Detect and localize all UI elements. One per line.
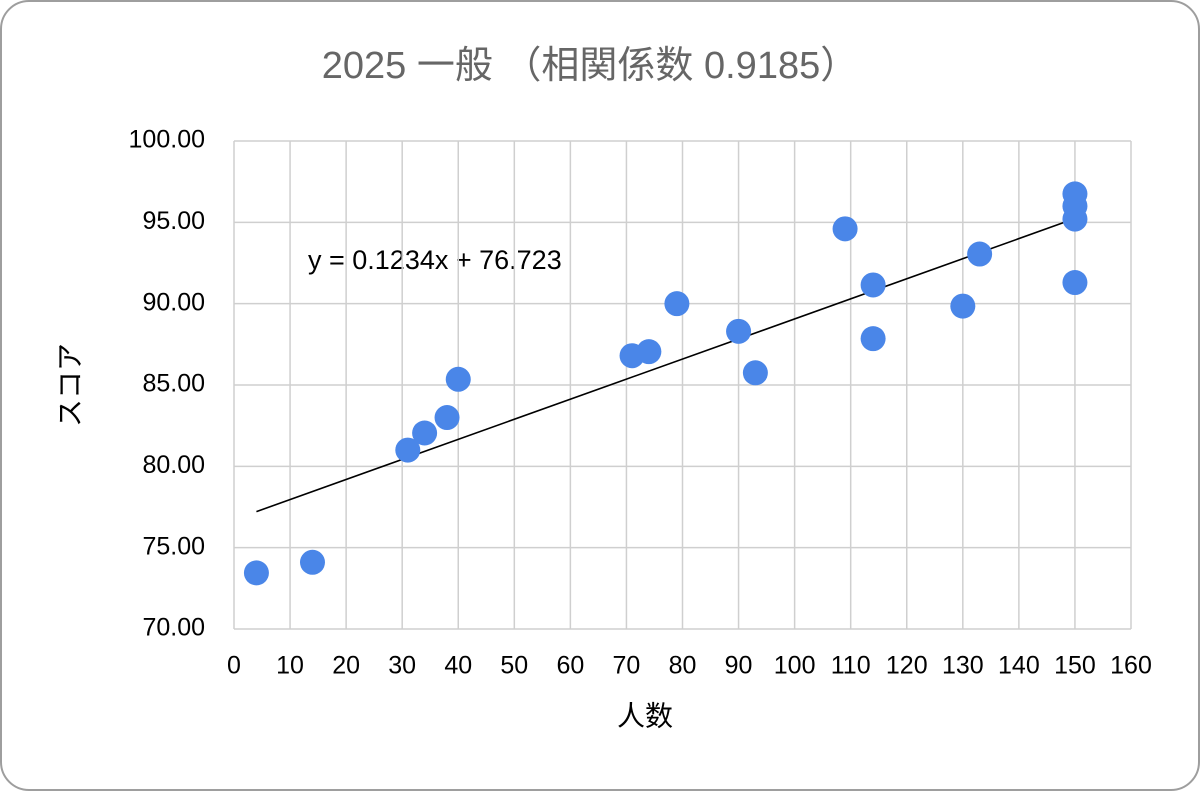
x-tick-label: 120 — [886, 652, 928, 680]
chart-title: 2025 一般 （相関係数 0.9185） — [322, 45, 858, 87]
y-axis-label: スコア — [54, 343, 85, 427]
trendline — [256, 217, 1076, 513]
y-tick-label: 90.00 — [142, 288, 205, 316]
y-tick-label: 95.00 — [142, 207, 205, 235]
y-tick-label: 80.00 — [142, 451, 205, 479]
x-tick-label: 100 — [774, 652, 816, 680]
scatter-point — [860, 326, 886, 352]
y-tick-label: 85.00 — [142, 370, 205, 398]
scatter-point — [445, 366, 471, 392]
x-tick-label: 40 — [444, 652, 472, 680]
scatter-point — [860, 272, 886, 298]
y-tick-label: 100.00 — [129, 126, 205, 154]
scatter-point — [742, 360, 768, 386]
x-tick-label: 0 — [227, 652, 241, 680]
x-tick-label: 70 — [613, 652, 641, 680]
scatter-point — [950, 293, 976, 319]
x-tick-label: 60 — [556, 652, 584, 680]
x-tick-label: 110 — [831, 652, 871, 680]
x-tick-label: 150 — [1054, 652, 1096, 680]
scatter-point — [726, 318, 752, 344]
scatter-point — [1062, 206, 1088, 232]
x-tick-label: 10 — [276, 652, 304, 680]
y-tick-label: 75.00 — [142, 532, 205, 560]
scatter-point — [967, 241, 993, 267]
x-tick-label: 20 — [332, 652, 360, 680]
scatter-point — [299, 549, 325, 575]
x-tick-label: 130 — [942, 652, 984, 680]
y-tick-label: 70.00 — [142, 614, 205, 642]
scatter-point — [636, 339, 662, 365]
x-tick-label: 50 — [500, 652, 528, 680]
scatter-point — [664, 291, 690, 317]
scatter-point — [1062, 270, 1088, 296]
x-tick-label: 80 — [669, 652, 697, 680]
scatter-point — [412, 420, 438, 446]
x-tick-label: 160 — [1110, 652, 1152, 680]
x-axis-label: 人数 — [617, 700, 673, 731]
x-tick-label: 140 — [998, 652, 1040, 680]
scatter-point — [243, 560, 269, 586]
scatter-point — [832, 216, 858, 242]
scatter-point — [434, 405, 460, 431]
x-tick-label: 30 — [388, 652, 416, 680]
x-tick-label: 90 — [725, 652, 753, 680]
scatter-point — [395, 437, 421, 463]
trendline-equation: y = 0.1234x + 76.723 — [308, 245, 562, 275]
